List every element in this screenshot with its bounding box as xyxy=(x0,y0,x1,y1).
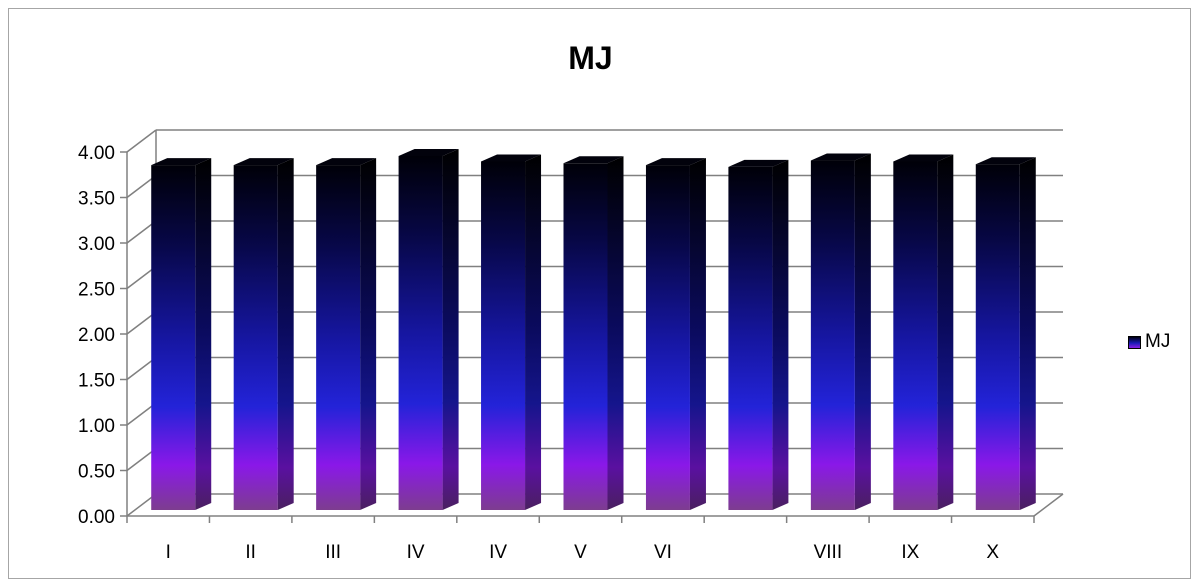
bar-front xyxy=(645,165,690,510)
bar xyxy=(151,158,212,510)
chart-title: MJ xyxy=(568,40,613,76)
bar-front xyxy=(563,163,608,510)
bar-top xyxy=(893,154,954,162)
bar-side xyxy=(360,158,377,510)
y-tick-label: 2.00 xyxy=(78,325,115,346)
legend-swatch xyxy=(1128,335,1141,349)
bar-top xyxy=(563,156,624,164)
bar-side xyxy=(854,153,871,511)
x-tick-label: VI xyxy=(654,542,672,563)
bar xyxy=(563,156,624,510)
bar-side xyxy=(689,158,706,510)
bar-top xyxy=(810,153,871,161)
gridline-depth xyxy=(126,220,157,244)
bar-side xyxy=(195,158,212,510)
bar-side xyxy=(525,154,542,510)
bar-side xyxy=(277,158,294,510)
x-tick-label: X xyxy=(986,542,999,563)
bar xyxy=(893,154,954,510)
y-tick-label: 0.00 xyxy=(78,507,115,528)
floor-edge xyxy=(1033,493,1064,517)
x-tick-label: I xyxy=(166,542,171,563)
bar-front xyxy=(233,165,278,510)
bar xyxy=(728,159,789,511)
x-tick-label: IX xyxy=(901,542,919,563)
bar-side xyxy=(1019,157,1036,510)
bar xyxy=(398,149,459,510)
gridline-depth xyxy=(126,447,157,472)
bar-front xyxy=(810,160,855,511)
x-tick-label: IV xyxy=(489,542,507,563)
y-tick-label: 3.00 xyxy=(78,234,115,255)
bar xyxy=(316,158,377,510)
bar-front xyxy=(481,161,526,510)
x-tick-label: VIII xyxy=(814,542,843,563)
bar-front xyxy=(728,166,773,511)
bar xyxy=(233,158,294,510)
bar xyxy=(810,153,871,511)
bar-top xyxy=(151,158,212,166)
bar-front xyxy=(975,164,1020,510)
y-tick-label: 4.00 xyxy=(78,143,115,164)
bar-side xyxy=(442,149,459,510)
bar xyxy=(645,158,706,510)
bar-top xyxy=(481,154,542,162)
bar-side xyxy=(772,159,789,511)
bar-front xyxy=(398,156,443,510)
gridline-depth xyxy=(126,265,157,290)
bar-front xyxy=(893,161,938,510)
bar-side xyxy=(937,154,954,510)
x-tick-label: IV xyxy=(407,542,425,563)
bar xyxy=(975,157,1036,510)
gridline-depth xyxy=(126,402,157,426)
y-tick-label: 1.00 xyxy=(78,416,115,437)
x-tick-label: V xyxy=(574,542,587,563)
bar-top xyxy=(645,158,706,166)
y-tick-label: 2.50 xyxy=(78,280,115,301)
bar-top xyxy=(728,159,789,167)
bar-front xyxy=(151,165,196,510)
bar xyxy=(481,154,542,510)
legend-label: MJ xyxy=(1145,331,1171,352)
bar-top xyxy=(316,158,377,166)
y-tick-label: 3.50 xyxy=(78,189,115,210)
bar-side xyxy=(607,156,624,510)
gridline-depth xyxy=(126,311,157,335)
bar-front xyxy=(316,165,361,510)
y-tick-label: 1.50 xyxy=(78,371,115,392)
gridline-depth xyxy=(126,129,157,153)
bar-top xyxy=(233,158,294,166)
bar-top xyxy=(398,149,459,156)
y-tick-label: 0.50 xyxy=(78,462,115,483)
legend: MJ xyxy=(1128,331,1170,353)
bar-top xyxy=(975,157,1036,165)
gridline-depth xyxy=(126,493,157,517)
gridline-depth xyxy=(126,356,157,381)
x-tick-label: II xyxy=(245,542,256,563)
gridline-depth xyxy=(126,174,157,199)
x-tick-label: III xyxy=(325,542,341,563)
